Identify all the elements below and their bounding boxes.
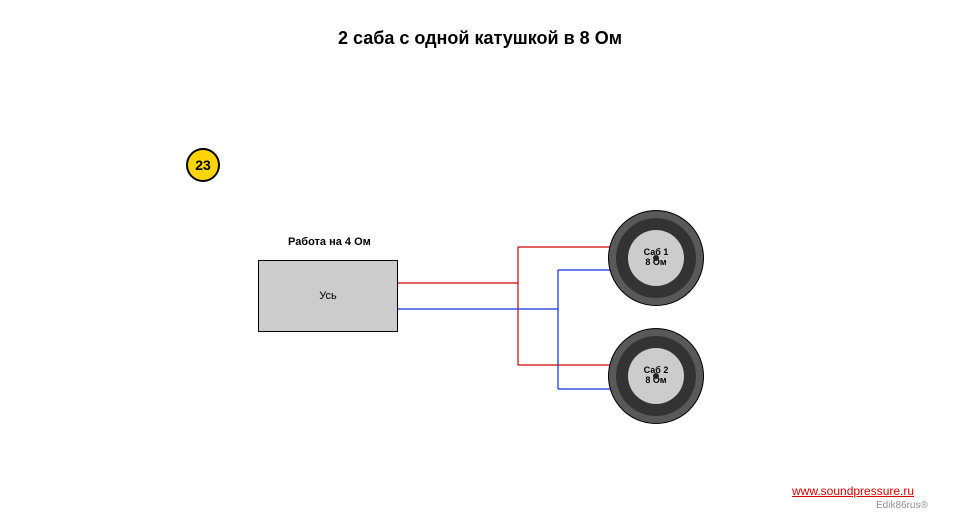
- amplifier-label: Усь: [319, 290, 336, 302]
- diagram-number: 23: [195, 157, 211, 173]
- author-credit: Edik86rus®: [876, 500, 928, 511]
- speaker-1: Саб 1 8 Ом: [608, 210, 704, 306]
- speaker-2-dustcap: [653, 373, 659, 379]
- diagram-title: 2 саба с одной катушкой в 8 Ом: [0, 28, 960, 49]
- speaker-2: Саб 2 8 Ом: [608, 328, 704, 424]
- diagram-number-badge: 23: [186, 148, 220, 182]
- wiring-diagram: [0, 0, 960, 525]
- speaker-1-dustcap: [653, 255, 659, 261]
- amplifier-box: Усь: [258, 260, 398, 332]
- amp-impedance-label: Работа на 4 Ом: [288, 236, 371, 248]
- source-link[interactable]: www.soundpressure.ru: [792, 484, 914, 498]
